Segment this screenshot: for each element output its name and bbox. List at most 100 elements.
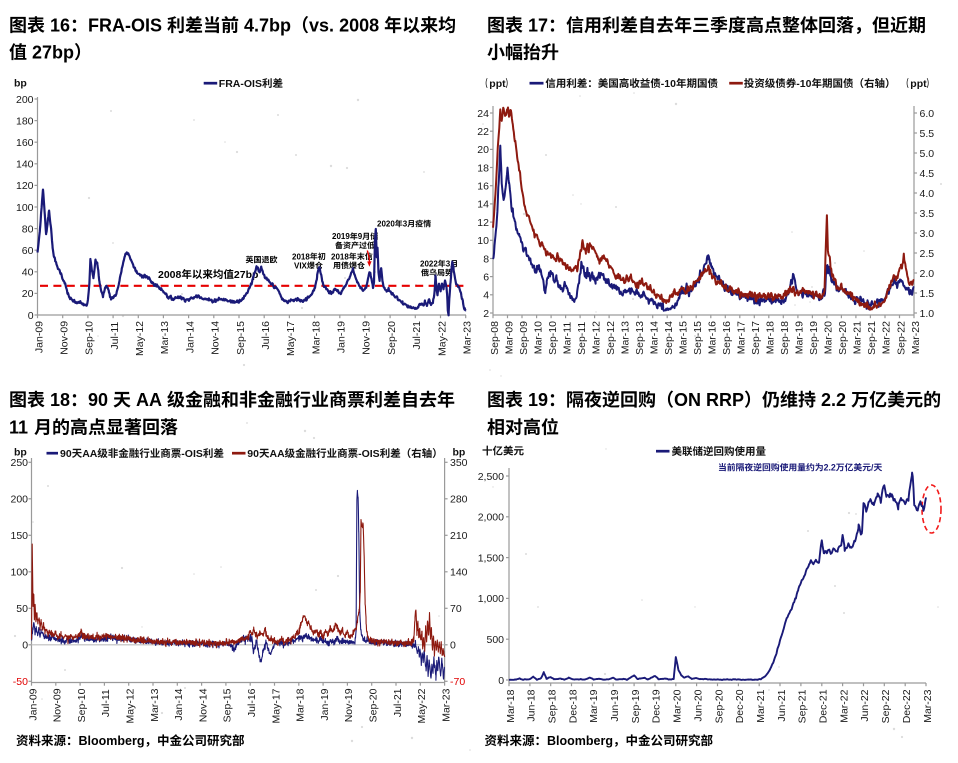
svg-text:AA: AA bbox=[270, 448, 286, 460]
svg-text:Mar-22: Mar-22 bbox=[838, 689, 850, 722]
svg-text:100: 100 bbox=[11, 567, 29, 579]
svg-text:2.0: 2.0 bbox=[920, 268, 935, 280]
svg-text:3.5: 3.5 bbox=[920, 208, 935, 220]
svg-text:500: 500 bbox=[487, 634, 505, 646]
svg-text:Mar-13: Mar-13 bbox=[619, 321, 631, 354]
svg-text:Sep-19: Sep-19 bbox=[630, 689, 642, 723]
svg-text:-OIS: -OIS bbox=[358, 448, 380, 460]
svg-text:Sep-12: Sep-12 bbox=[605, 321, 617, 355]
svg-text:Dec-19: Dec-19 bbox=[651, 689, 663, 723]
svg-text:AA: AA bbox=[82, 448, 98, 460]
svg-text:Dec-22: Dec-22 bbox=[901, 689, 913, 723]
svg-text:2.2: 2.2 bbox=[821, 390, 846, 410]
svg-text:20: 20 bbox=[22, 288, 34, 300]
svg-text:-50: -50 bbox=[13, 676, 28, 688]
svg-text:Dec-20: Dec-20 bbox=[734, 689, 746, 723]
svg-text:140: 140 bbox=[450, 567, 468, 579]
svg-text:140: 140 bbox=[16, 159, 34, 171]
svg-text:Jun-20: Jun-20 bbox=[692, 689, 704, 721]
svg-text:40: 40 bbox=[22, 267, 34, 279]
svg-text:1,000: 1,000 bbox=[478, 593, 504, 605]
svg-text:AA: AA bbox=[136, 390, 162, 410]
svg-text:Jul-21: Jul-21 bbox=[411, 321, 423, 350]
svg-text:4.7bp: 4.7bp bbox=[244, 16, 291, 36]
svg-text:Sep-17: Sep-17 bbox=[750, 321, 762, 355]
svg-text:3.0: 3.0 bbox=[920, 228, 935, 240]
svg-text:Sep-09: Sep-09 bbox=[518, 321, 530, 355]
svg-text:Sep-18: Sep-18 bbox=[547, 689, 559, 723]
svg-text:2: 2 bbox=[483, 308, 489, 320]
svg-text:22: 22 bbox=[477, 126, 489, 138]
svg-text:RRP: RRP bbox=[706, 390, 744, 410]
svg-text:1.5: 1.5 bbox=[920, 288, 935, 300]
svg-text:80: 80 bbox=[22, 223, 34, 235]
svg-text:150: 150 bbox=[11, 530, 29, 542]
svg-text:20: 20 bbox=[477, 144, 489, 156]
svg-text:2018: 2018 bbox=[331, 252, 349, 261]
svg-text:ON: ON bbox=[674, 390, 701, 410]
svg-text:Jan-09: Jan-09 bbox=[33, 321, 45, 353]
svg-text:-10: -10 bbox=[796, 78, 811, 90]
svg-text:Sep-16: Sep-16 bbox=[721, 321, 733, 355]
svg-text:280: 280 bbox=[450, 494, 468, 506]
svg-text:1,500: 1,500 bbox=[478, 552, 504, 564]
svg-text:70: 70 bbox=[450, 603, 462, 615]
svg-text:0: 0 bbox=[498, 675, 504, 687]
svg-text:May-12: May-12 bbox=[125, 688, 137, 723]
svg-text:0: 0 bbox=[28, 310, 34, 322]
svg-text:2.2: 2.2 bbox=[824, 463, 836, 473]
svg-text:Sep-15: Sep-15 bbox=[235, 321, 247, 355]
svg-text:200: 200 bbox=[11, 494, 29, 506]
svg-text:2020: 2020 bbox=[377, 220, 395, 229]
svg-text:VIX: VIX bbox=[294, 261, 308, 270]
svg-text:Mar-23: Mar-23 bbox=[462, 321, 474, 354]
svg-text:9: 9 bbox=[358, 232, 363, 241]
svg-text:Jul-11: Jul-11 bbox=[109, 322, 121, 350]
svg-text:Sep-08: Sep-08 bbox=[489, 321, 501, 355]
svg-text:-70: -70 bbox=[450, 676, 465, 688]
svg-text:60: 60 bbox=[22, 245, 34, 257]
svg-text:May-17: May-17 bbox=[270, 688, 282, 723]
svg-text:Sep-10: Sep-10 bbox=[84, 321, 96, 355]
svg-text:Jun-18: Jun-18 bbox=[526, 689, 538, 721]
svg-text:2008: 2008 bbox=[158, 269, 182, 281]
svg-text:Nov-19: Nov-19 bbox=[343, 688, 355, 722]
svg-text:Jun-19: Jun-19 bbox=[609, 689, 621, 721]
svg-text:Sep-20: Sep-20 bbox=[386, 321, 398, 355]
svg-text:Sep-20: Sep-20 bbox=[713, 689, 725, 723]
svg-text:Sep-21: Sep-21 bbox=[797, 689, 809, 723]
svg-text:90: 90 bbox=[88, 390, 108, 410]
svg-text:Bloomberg: Bloomberg bbox=[547, 734, 613, 748]
svg-text:10: 10 bbox=[477, 235, 489, 247]
svg-text:Mar-21: Mar-21 bbox=[852, 321, 864, 354]
svg-text:Nov-14: Nov-14 bbox=[197, 688, 209, 722]
svg-text:Mar-18: Mar-18 bbox=[765, 321, 777, 354]
svg-text:Nov-09: Nov-09 bbox=[52, 688, 64, 722]
svg-text:Sep-21: Sep-21 bbox=[866, 321, 878, 355]
svg-text:Mar-09: Mar-09 bbox=[503, 321, 515, 354]
svg-text:2,500: 2,500 bbox=[478, 471, 504, 483]
svg-text:Jan-19: Jan-19 bbox=[319, 688, 331, 720]
svg-text:4: 4 bbox=[483, 290, 489, 302]
svg-text:Mar-22: Mar-22 bbox=[881, 321, 893, 354]
svg-text:4.0: 4.0 bbox=[920, 188, 935, 200]
svg-text:18: 18 bbox=[477, 162, 489, 174]
svg-text:Sep-15: Sep-15 bbox=[692, 321, 704, 355]
svg-text:16: 16 bbox=[50, 16, 70, 36]
svg-text:Nov-14: Nov-14 bbox=[210, 321, 222, 355]
svg-text:/: / bbox=[871, 463, 874, 473]
svg-text:250: 250 bbox=[11, 457, 29, 469]
svg-text:50: 50 bbox=[16, 603, 28, 615]
svg-text:Sep-19: Sep-19 bbox=[808, 321, 820, 355]
svg-text:Jul-16: Jul-16 bbox=[246, 688, 258, 717]
svg-text:Mar-18: Mar-18 bbox=[505, 689, 517, 722]
svg-text:90: 90 bbox=[247, 448, 259, 460]
svg-text:May-22: May-22 bbox=[436, 321, 448, 356]
svg-text:bp: bp bbox=[14, 78, 27, 90]
svg-text:Mar-20: Mar-20 bbox=[823, 321, 835, 354]
svg-text:Nov-19: Nov-19 bbox=[361, 321, 373, 355]
svg-text:Mar-23: Mar-23 bbox=[922, 689, 934, 722]
svg-text:350: 350 bbox=[450, 457, 468, 469]
svg-text:Mar-23: Mar-23 bbox=[910, 321, 922, 354]
svg-text:Sep-11: Sep-11 bbox=[576, 322, 588, 355]
